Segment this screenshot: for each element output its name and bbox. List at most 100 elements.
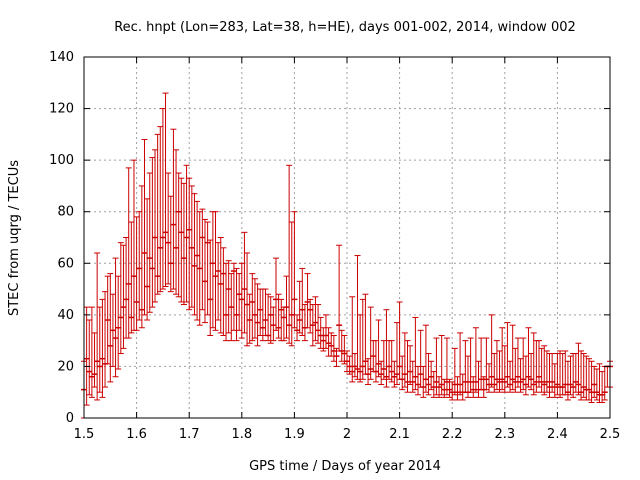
error-bar-point <box>170 128 177 290</box>
x-tick-label: 2.3 <box>494 427 515 442</box>
error-bar-point <box>296 280 303 334</box>
error-bar-point <box>288 221 295 347</box>
error-bar-point <box>204 221 211 316</box>
error-bar-point <box>396 301 403 380</box>
error-bar-point <box>149 157 156 308</box>
error-bar-point <box>259 288 266 342</box>
error-bar-point <box>517 358 524 393</box>
error-bar-point <box>96 306 103 393</box>
error-bar-point <box>425 353 432 396</box>
error-bar-point <box>588 360 595 404</box>
error-bar-point <box>157 126 164 293</box>
error-bar-point <box>201 218 208 324</box>
error-bar-point <box>107 273 114 383</box>
error-bar-point <box>217 237 224 334</box>
error-bar-point <box>123 237 130 339</box>
error-bar-point <box>546 353 553 398</box>
error-bar-point <box>244 252 251 347</box>
error-bar-point <box>309 304 316 347</box>
error-bar-point <box>351 353 358 378</box>
error-bar-point <box>501 345 508 393</box>
error-bar-point <box>443 337 450 396</box>
error-bar-point <box>83 306 90 406</box>
error-bar-point <box>236 273 243 331</box>
x-tick-label: 2.4 <box>547 427 568 442</box>
error-bar-point <box>578 350 585 401</box>
error-bar-point <box>178 177 185 303</box>
error-bar-point <box>251 278 258 339</box>
error-bar-point <box>328 332 335 357</box>
error-bar-point <box>228 273 235 342</box>
error-bar-point <box>583 355 590 401</box>
error-bar-point <box>454 376 461 401</box>
axis-ticks: 1.5 1.6 1.7 1.8 1.9 2 2.1 2.2 2.3 2.4 2.5 0 20 40 60 80… <box>49 50 620 442</box>
error-bar-point <box>599 371 606 404</box>
error-bar-point <box>138 185 145 329</box>
error-bar-point <box>286 164 293 344</box>
error-bar-point <box>570 353 577 398</box>
error-bar-point <box>299 267 306 336</box>
error-bar-point <box>173 149 180 295</box>
error-bar-point <box>362 293 369 375</box>
x-tick-label: 1.8 <box>231 427 252 442</box>
error-bar-point <box>86 319 93 396</box>
error-bar-point <box>283 275 290 339</box>
error-bar-point <box>225 260 232 334</box>
error-bar-point <box>294 314 301 342</box>
error-bar-point <box>215 242 222 321</box>
error-bar-point <box>436 376 443 398</box>
error-bar-point <box>180 182 187 306</box>
error-bar-point <box>464 355 471 398</box>
error-bar-point <box>136 211 143 321</box>
error-bar-point <box>349 296 356 383</box>
error-bar-point <box>417 329 424 388</box>
error-bar-point <box>344 350 350 373</box>
error-bar-point <box>422 324 429 393</box>
x-tick-label: 2.5 <box>600 427 621 442</box>
error-bar-point <box>407 345 414 385</box>
error-bar-point <box>507 360 514 393</box>
error-bar-point <box>230 262 237 331</box>
grid <box>84 57 610 418</box>
error-bar-point <box>154 133 161 295</box>
y-tick-label: 80 <box>57 205 74 220</box>
error-bar-point <box>559 353 566 396</box>
error-bar-point <box>128 221 135 334</box>
error-bar-point <box>580 353 587 398</box>
chart-title: Rec. hnpt (Lon=283, Lat=38, h=HE), days … <box>114 20 576 35</box>
error-bar-point <box>491 353 498 393</box>
error-bar-point <box>141 139 148 316</box>
error-bar-point <box>375 319 382 378</box>
error-bar-point <box>412 316 419 391</box>
error-bar-point <box>191 193 198 316</box>
y-tick-label: 40 <box>57 308 74 323</box>
error-bar-point <box>117 242 124 355</box>
error-bar-point <box>115 275 122 370</box>
error-bar-point <box>102 291 109 388</box>
error-bar-point <box>312 296 319 342</box>
error-bar-point <box>357 314 364 383</box>
error-bar-point <box>130 159 137 331</box>
error-bar-point <box>199 208 206 311</box>
error-bar-point <box>572 353 579 393</box>
error-bar-point <box>320 327 327 352</box>
error-bar-point <box>91 332 98 388</box>
error-bar-point <box>220 247 227 336</box>
error-bar-point <box>378 360 385 385</box>
error-bar-point <box>267 296 274 344</box>
error-bar-point <box>472 327 479 393</box>
error-bar-point <box>315 304 322 344</box>
error-bar-point <box>404 340 411 393</box>
error-bar-point <box>393 322 400 385</box>
error-bar-point <box>451 347 458 396</box>
error-bar-point <box>488 314 495 388</box>
error-bar-point <box>133 216 140 331</box>
error-bar-point <box>167 195 174 293</box>
error-bar-point <box>372 340 379 383</box>
error-bar-point <box>280 306 287 342</box>
error-bar-point <box>183 164 190 303</box>
x-tick-label: 2.1 <box>389 427 410 442</box>
error-bar-point <box>496 350 503 393</box>
error-bar-point <box>386 340 393 380</box>
